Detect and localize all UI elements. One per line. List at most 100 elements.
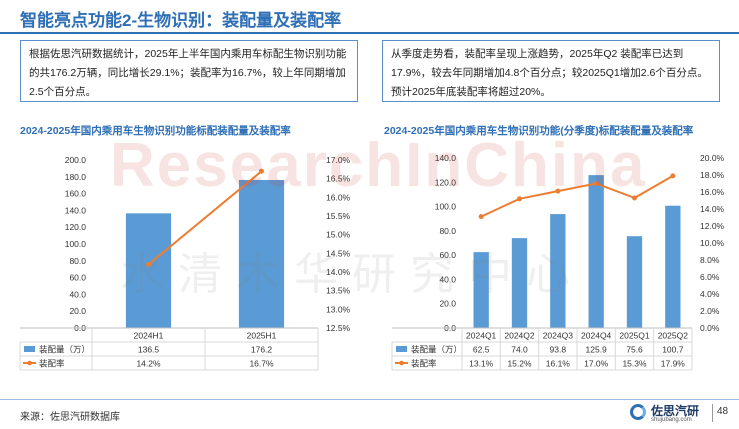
x-tick-label: 2024Q2 [504, 331, 535, 341]
y-left-tick-label: 140.0 [435, 153, 457, 163]
rate-point-2025Q2 [670, 173, 676, 179]
data-label-rate: 15.3% [622, 359, 647, 369]
title-underline [0, 32, 739, 34]
y-right-tick-label: 6.0% [700, 272, 720, 282]
data-label-volume: 100.7 [662, 345, 684, 355]
data-label-rate: 16.1% [546, 359, 571, 369]
data-label-rate: 13.1% [469, 359, 494, 369]
y-right-tick-label: 16.5% [326, 174, 351, 184]
y-right-tick-label: 16.0% [326, 192, 351, 202]
bar-2024Q2 [511, 238, 528, 328]
data-label-rate: 14.2% [136, 359, 161, 369]
logo-name: 佐思汽研 [651, 404, 700, 418]
logo-url: shujubang.com [651, 417, 692, 423]
bar-2025H1 [238, 179, 285, 328]
x-tick-label: 2025Q1 [619, 331, 650, 341]
y-left-tick-label: 180.0 [65, 172, 87, 182]
rate-point-2024H1 [146, 262, 151, 268]
footer-divider [0, 399, 739, 400]
x-tick-label: 2024Q4 [581, 331, 612, 341]
rate-point-2024Q3 [555, 188, 561, 194]
y-right-tick-label: 13.0% [326, 304, 351, 314]
y-left-tick-label: 200.0 [65, 155, 87, 165]
data-label-volume: 176.2 [251, 345, 273, 355]
y-left-tick-label: 100.0 [435, 202, 457, 212]
y-right-tick-label: 20.0% [700, 153, 725, 163]
y-left-tick-label: 20.0 [69, 306, 86, 316]
x-tick-label: 2024H1 [134, 331, 164, 341]
source-note: 来源：佐思汽研数据库 [20, 412, 120, 423]
bar-2024Q4 [588, 175, 604, 328]
chart-title-quarterly: 2024-2025年国内乘用车生物识别功能(分季度)标配装配量及装配率 [384, 125, 694, 137]
rate-line [147, 170, 263, 266]
y-right-tick-label: 18.0% [700, 170, 725, 180]
data-label-rate: 15.2% [507, 359, 532, 369]
y-left-tick-label: 100.0 [65, 239, 87, 249]
data-label-volume: 125.9 [586, 345, 608, 355]
bar-2024Q3 [550, 214, 566, 328]
data-label-rate: 16.7% [249, 359, 274, 369]
y-right-tick-label: 4.0% [700, 289, 720, 299]
y-right-tick-label: 2.0% [700, 306, 720, 316]
legend-bar-label: 装配量（万） [39, 345, 90, 355]
page-separator [712, 404, 713, 422]
rate-point-2024Q4 [593, 181, 599, 186]
y-right-tick-label: 12.0% [700, 221, 725, 231]
data-label-rate: 17.9% [661, 359, 686, 369]
data-label-volume: 93.8 [550, 345, 567, 355]
data-label-volume: 62.5 [473, 345, 490, 355]
data-label-volume: 74.0 [511, 345, 528, 355]
y-right-tick-label: 14.5% [326, 248, 351, 258]
rate-line [480, 174, 674, 218]
legend-line-label: 装配率 [411, 359, 437, 369]
data-label-volume: 75.6 [626, 345, 643, 355]
summary-text-right: 从季度走势看，装配率呈现上涨趋势，2025年Q2 装配率已达到17.9%，较去年… [382, 40, 720, 102]
legend-line-marker [27, 360, 32, 366]
y-right-tick-label: 0.0% [700, 323, 720, 333]
y-left-tick-label: 40.0 [439, 274, 456, 284]
page-title: 智能亮点功能2-生物识别：装配量及装配率 [20, 11, 342, 30]
legend-bar-label: 装配量（万） [411, 345, 462, 355]
legend-bar-swatch [24, 346, 35, 352]
data-label-rate: 17.0% [584, 359, 609, 369]
chart-half-year: 0.020.040.060.080.0100.0120.0140.0160.01… [19, 155, 351, 371]
rate-point-2025Q1 [632, 195, 637, 201]
watermark-english: ResearchInChina [110, 131, 647, 200]
y-left-tick-label: 40.0 [69, 289, 86, 299]
y-left-tick-label: 60.0 [439, 250, 456, 260]
y-left-tick-label: 140.0 [65, 205, 87, 215]
watermark-chinese: 水清木华研究中心 [120, 250, 584, 299]
rate-point-2024Q1 [478, 214, 484, 220]
y-left-tick-label: 60.0 [69, 273, 86, 283]
chart-title-half-year: 2024-2025年国内乘用车生物识别功能标配装配量及装配率 [20, 125, 291, 137]
y-right-tick-label: 12.5% [326, 323, 351, 333]
y-right-tick-label: 13.5% [326, 286, 351, 296]
logo-ring-icon [630, 404, 646, 420]
rate-point-2025H1 [259, 168, 264, 174]
y-left-tick-label: 20.0 [439, 299, 456, 309]
y-left-tick-label: 120.0 [435, 177, 457, 187]
page-number: 48 [717, 406, 729, 417]
chart-quarterly: 0.020.040.060.080.0100.0120.0140.00.0%2.… [391, 153, 725, 371]
legend-bar-swatch [396, 346, 407, 352]
legend-line-marker [399, 360, 404, 366]
x-tick-label: 2024Q3 [543, 331, 574, 341]
x-tick-label: 2025H1 [247, 331, 277, 341]
y-right-tick-label: 16.0% [700, 187, 725, 197]
company-logo: 佐思汽研 shujubang.com [630, 402, 710, 426]
rate-point-2024Q2 [517, 196, 522, 202]
y-right-tick-label: 8.0% [700, 255, 720, 265]
legend-line-label: 装配率 [39, 359, 65, 369]
bar-2024H1 [125, 213, 172, 328]
y-right-tick-label: 17.0% [326, 155, 351, 165]
bar-2025Q1 [626, 236, 643, 328]
data-label-volume: 136.5 [138, 345, 160, 355]
y-right-tick-label: 15.0% [326, 230, 351, 240]
y-right-tick-label: 10.0% [700, 238, 725, 248]
bar-2025Q2 [665, 205, 681, 328]
summary-text-left: 根据佐思汽研数据统计，2025年上半年国内乘用车标配生物识别功能的共176.2万… [20, 40, 358, 102]
y-left-tick-label: 120.0 [65, 222, 87, 232]
y-right-tick-label: 14.0% [326, 267, 351, 277]
bar-2024Q1 [473, 252, 489, 328]
x-tick-label: 2025Q2 [658, 331, 689, 341]
